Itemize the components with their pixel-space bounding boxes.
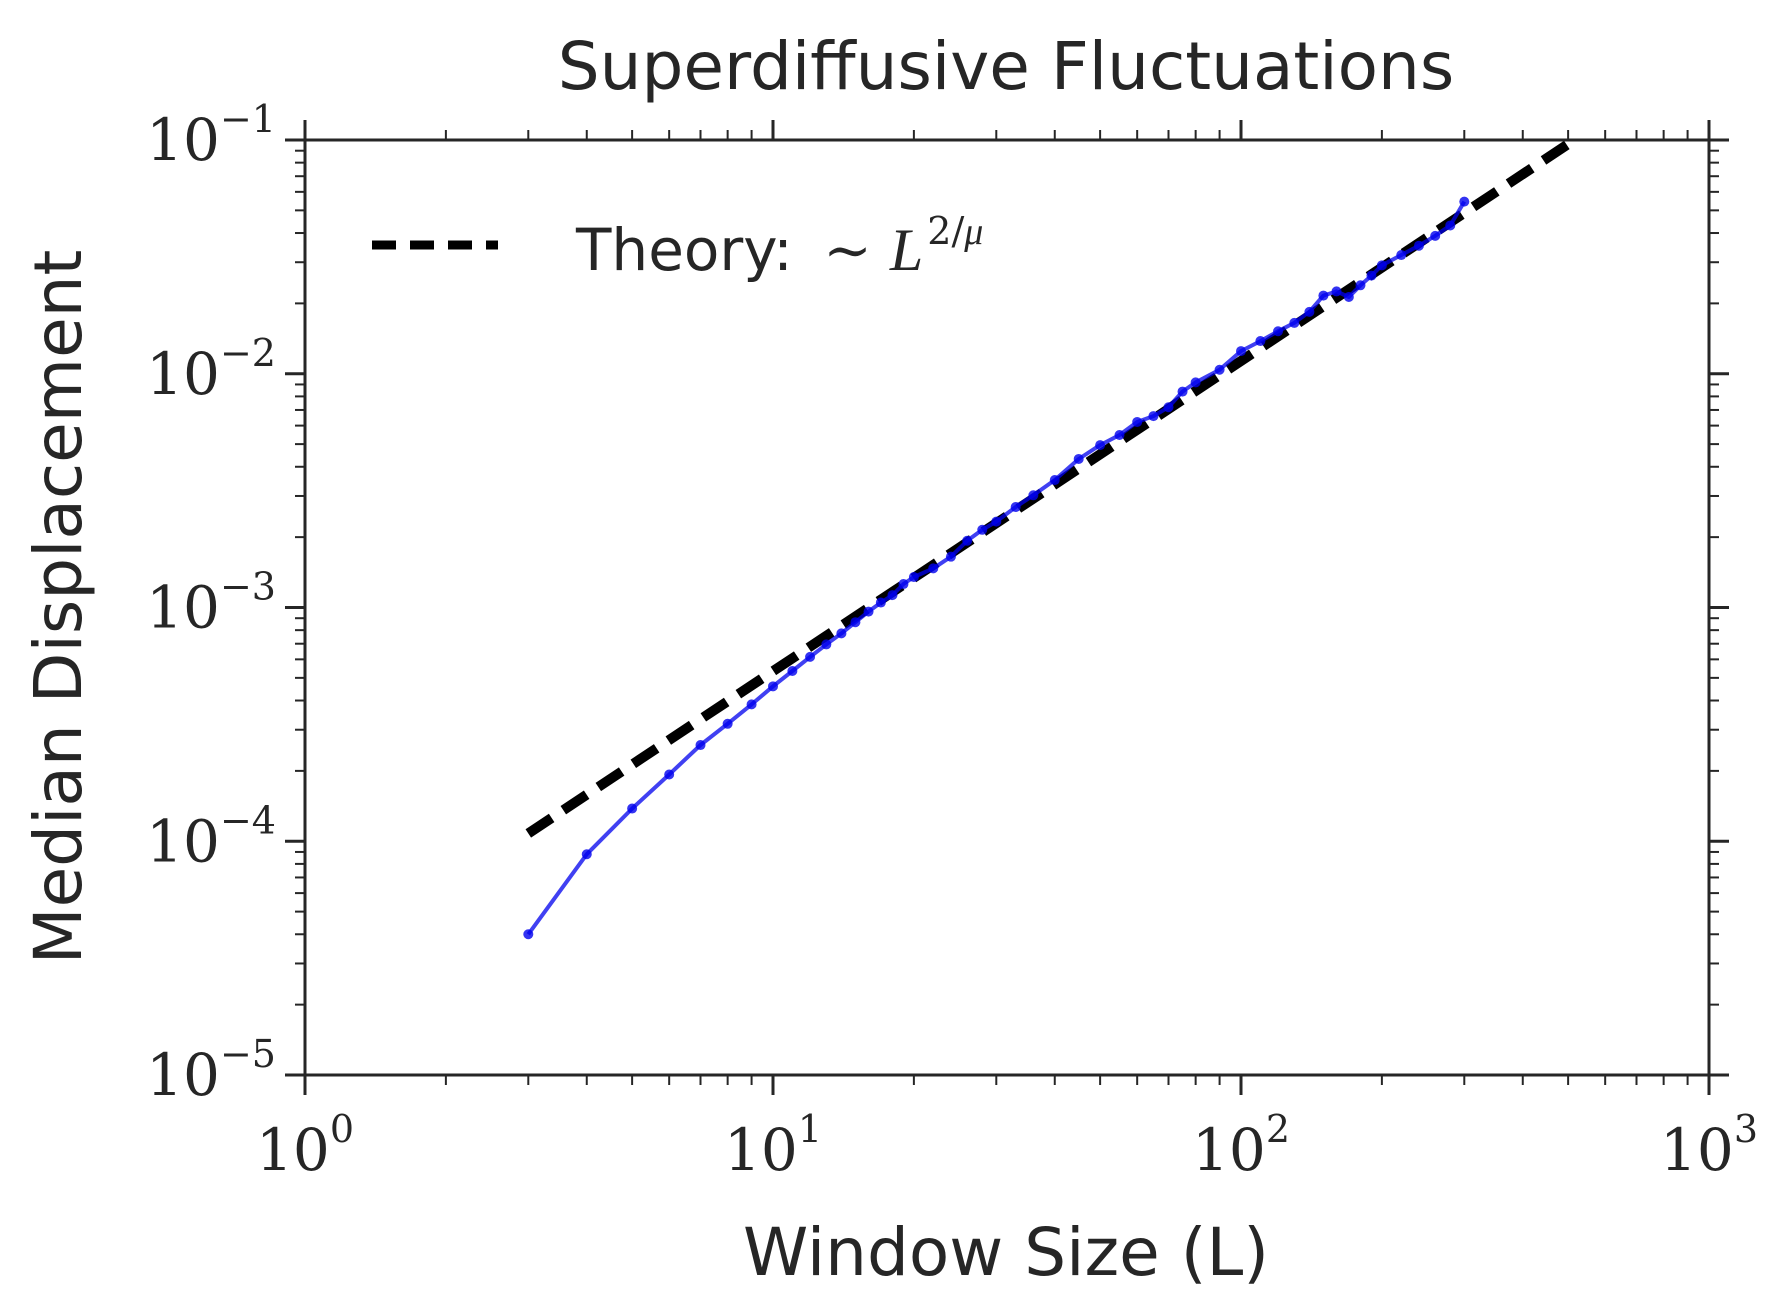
x-tick-label: 102 — [1192, 1107, 1290, 1184]
data-point — [1049, 475, 1060, 486]
data-point — [787, 665, 798, 676]
data-point — [1236, 346, 1246, 357]
plot-area — [523, 139, 1571, 940]
data-point — [1430, 230, 1441, 241]
data-point — [664, 769, 675, 780]
data-point — [887, 590, 898, 601]
data-point — [1331, 286, 1342, 297]
data-point — [768, 681, 778, 692]
data-point — [581, 849, 592, 860]
data-point — [821, 639, 832, 650]
data-point — [1396, 250, 1407, 261]
data-point — [1355, 280, 1366, 291]
chart-legend: Theory: ∼ L 2/μ — [372, 209, 983, 284]
data-point — [1028, 490, 1039, 501]
data-point — [805, 651, 816, 662]
data-point — [945, 551, 956, 562]
data-point — [1095, 440, 1106, 451]
y-tick-labels: 10−5 10−4 10−3 10−2 10−1 — [146, 97, 276, 1109]
major-ticks — [285, 120, 1729, 1095]
data-point — [1273, 326, 1284, 337]
y-axis-label: Median Displacement — [20, 250, 97, 965]
data-point — [1366, 270, 1377, 281]
y-tick-label: 10−4 — [146, 798, 276, 875]
x-tick-labels: 100 101 102 103 — [256, 1107, 1758, 1184]
x-axis-label: Window Size (L) — [743, 1214, 1269, 1291]
data-point — [695, 740, 706, 751]
data-point — [908, 572, 919, 583]
data-point — [836, 628, 847, 639]
data-point — [1289, 317, 1300, 328]
data-point — [722, 718, 733, 729]
data-point — [850, 617, 861, 628]
data-point — [991, 516, 1002, 527]
data-point — [962, 535, 973, 546]
data-point — [1376, 260, 1387, 271]
data-point — [746, 699, 757, 710]
data-point — [1132, 416, 1143, 427]
data-point — [1255, 336, 1266, 347]
data-point — [898, 579, 909, 590]
data-point — [1304, 306, 1315, 317]
chart-title: Superdiffusive Fluctuations — [558, 28, 1454, 105]
data-point — [1163, 402, 1174, 413]
data-point — [875, 597, 886, 608]
y-tick-label: 10−3 — [146, 565, 276, 642]
x-tick-label: 101 — [724, 1107, 822, 1184]
data-point — [1010, 502, 1021, 513]
data-point — [1190, 377, 1201, 388]
data-point — [1148, 411, 1159, 422]
data-point — [627, 803, 638, 814]
data-point — [1114, 429, 1125, 440]
data-point — [928, 563, 939, 574]
minor-ticks — [295, 130, 1719, 1085]
plot-axes: 100 101 102 103 10−5 10−4 10−3 10−2 10−1 — [146, 97, 1758, 1184]
data-point — [1413, 240, 1424, 251]
data-point — [523, 929, 534, 940]
y-tick-label: 10−5 — [146, 1032, 276, 1109]
data-point — [1343, 291, 1354, 302]
x-tick-label: 103 — [1660, 1107, 1758, 1184]
data-point — [977, 524, 988, 535]
data-point — [863, 606, 874, 617]
legend-theory-label: Theory: ∼ L 2/μ — [575, 209, 983, 284]
data-point — [1214, 364, 1225, 375]
data-point — [1073, 453, 1084, 464]
data-point — [1459, 196, 1470, 207]
y-tick-label: 10−2 — [146, 331, 276, 408]
data-point — [1445, 220, 1456, 231]
plot-frame — [303, 138, 1711, 1077]
x-tick-label: 100 — [256, 1107, 354, 1184]
y-tick-label: 10−1 — [146, 97, 276, 174]
data-point — [1177, 386, 1188, 397]
data-point — [1318, 290, 1329, 301]
